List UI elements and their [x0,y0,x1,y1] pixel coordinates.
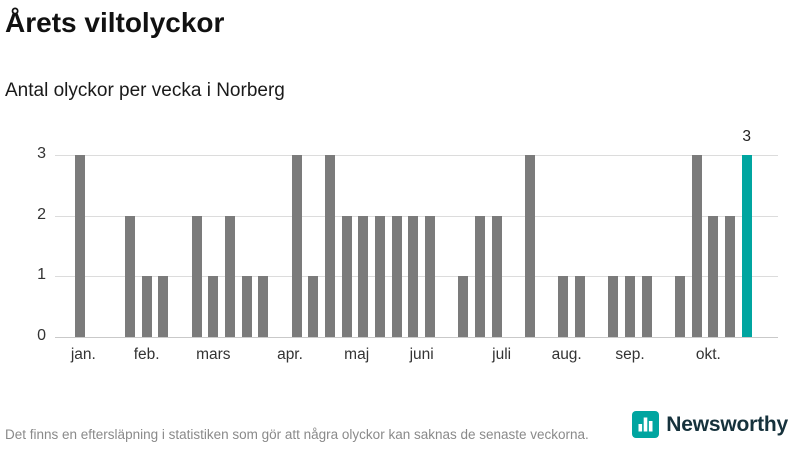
x-axis-label-jan: jan. [70,346,96,363]
bar-week [691,155,702,337]
x-axis-label-juni: juni [409,346,434,363]
bar-week [158,276,169,337]
bar-week [141,276,152,337]
x-axis-label-sep: sep. [615,346,645,363]
x-axis-label-maj: maj [344,346,370,363]
bar-week [725,215,735,337]
bar-week-highlight [741,155,752,337]
bar-week [608,276,619,337]
bar-week [708,215,719,337]
bar-week [241,276,252,337]
bar-week [625,276,635,337]
newsworthy-logo: Newsworthy [632,411,788,438]
bar-week [425,215,435,337]
y-axis-label-1: 1 [37,266,46,284]
gridline-y-3 [55,155,778,156]
bar-week [225,215,235,337]
bar-week [258,276,269,337]
bar-week [675,276,685,337]
bar-week [308,276,319,337]
bar-week [375,215,385,337]
bar-week [325,155,335,337]
x-axis-label-juli: juli [492,346,512,363]
bar-week [341,215,352,337]
bar-week [208,276,219,337]
bar-chart: 0 1 2 3 jan. feb. mars apr. maj juni juli aug. sep. o… [0,120,800,370]
x-axis-label-feb: feb. [133,346,160,363]
x-axis-label-aug: aug. [551,346,582,363]
newsworthy-logo-icon [632,411,660,438]
y-axis-label-0: 0 [37,327,46,344]
bar-week [458,276,469,337]
x-axis-label-okt: okt. [695,346,721,363]
highlight-value-label: 3 [742,128,751,145]
footnote: Det finns en eftersläpning i statistiken… [5,426,589,442]
bar-week [191,215,202,337]
y-axis-label-3: 3 [37,145,46,162]
bar-week [75,155,85,337]
gridline-y-0 [55,337,778,338]
bar-week [291,155,302,337]
y-axis-label-2: 2 [37,205,46,223]
x-axis-label-apr: apr. [277,346,303,363]
bar-week [641,276,652,337]
x-axis-label-mars: mars [196,346,231,363]
bar-week [475,215,485,337]
newsworthy-logo-text: Newsworthy [666,412,788,436]
bar-week [358,215,369,337]
bar-week [525,155,535,337]
chart-subtitle: Antal olyckor per vecka i Norberg [5,80,285,101]
bar-week [491,215,502,337]
bar-week [391,215,402,337]
bar-week [558,276,569,337]
bar-week [575,276,585,337]
page-title: Årets viltolyckor [5,7,225,38]
bar-week [408,215,419,337]
bar-week [125,215,135,337]
